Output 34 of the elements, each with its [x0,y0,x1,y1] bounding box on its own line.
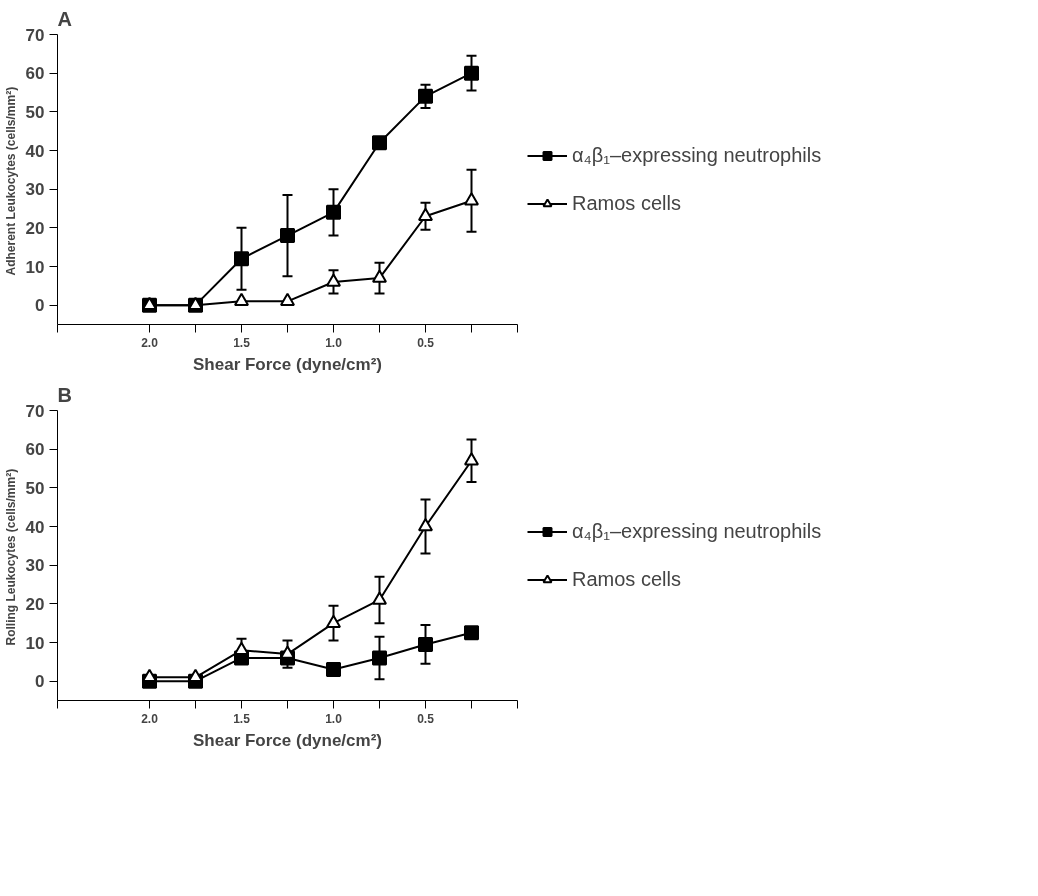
y-axis-title: Adherent Leukocytes (cells/mm²) [3,86,18,276]
legend-label: α₄β₁–expressing neutrophils [572,143,822,167]
y-tick-label: 30 [25,556,45,576]
x-tick-label: 2.0 [141,711,159,726]
y-tick-label: 50 [25,478,45,498]
y-tick-label: 30 [25,180,45,200]
x-tick-label: 0.5 [417,711,435,726]
y-axis-title: Rolling Leukocytes (cells/mm²) [3,468,18,646]
x-tick-label: 1.0 [325,335,343,350]
x-axis-title: Shear Force (dyne/cm²) [193,354,382,374]
x-axis-title: Shear Force (dyne/cm²) [193,730,382,750]
y-tick-label: 10 [25,633,45,653]
legend-label: Ramos cells [572,567,681,591]
y-tick-label: 10 [25,257,45,277]
y-tick-label: 0 [35,672,45,692]
x-tick-label: 2.0 [141,335,159,350]
x-tick-label: 1.0 [325,711,343,726]
y-tick-label: 40 [25,141,45,161]
x-tick-label: 0.5 [417,335,435,350]
legend-label: Ramos cells [572,191,681,215]
y-tick-label: 0 [35,296,45,316]
chart-title: A [57,7,72,30]
y-tick-label: 60 [25,64,45,84]
y-tick-label: 40 [25,517,45,537]
y-tick-label: 20 [25,594,45,614]
x-tick-label: 1.5 [233,711,251,726]
x-tick-label: 1.5 [233,335,251,350]
y-tick-label: 70 [25,401,45,421]
legend-label: α₄β₁–expressing neutrophils [572,519,822,543]
y-tick-label: 70 [25,25,45,45]
chart-title: B [57,383,72,406]
y-tick-label: 20 [25,218,45,238]
y-tick-label: 50 [25,102,45,122]
y-tick-label: 60 [25,440,45,460]
